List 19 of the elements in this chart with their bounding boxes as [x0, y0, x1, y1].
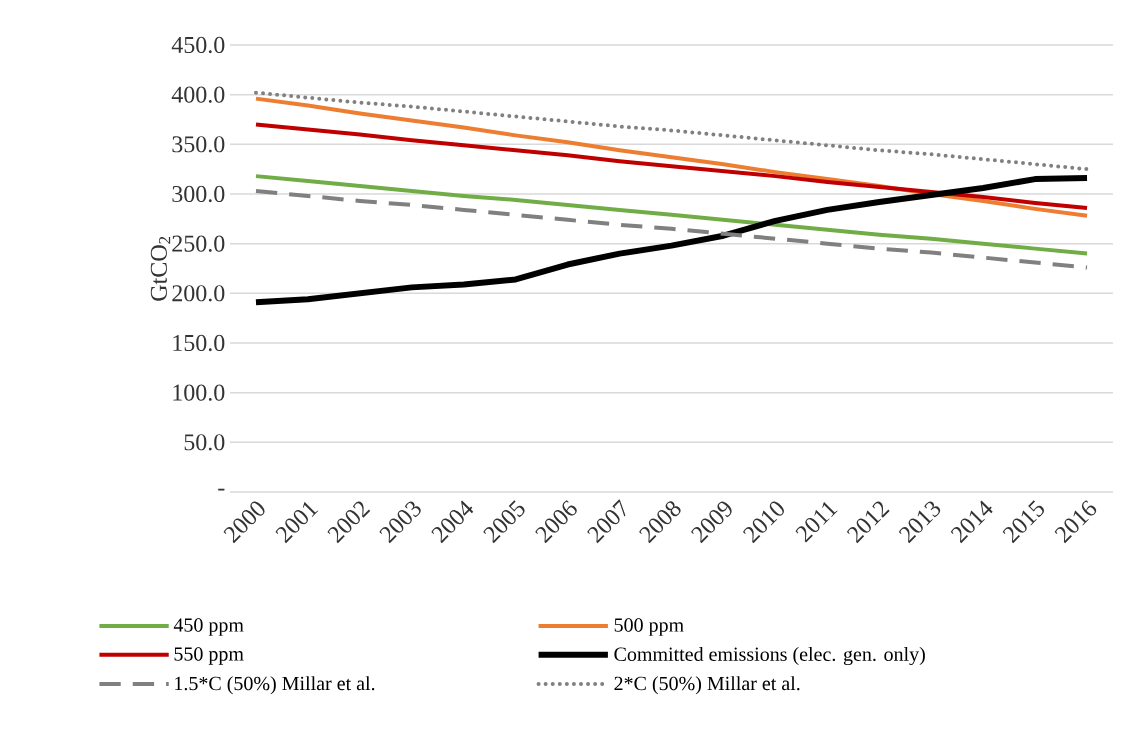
y-tick-label: 300.0	[172, 185, 225, 203]
y-tick-label: 400.0	[171, 86, 225, 103]
legend-label: 450 ppm	[173, 618, 244, 636]
legend-label: 1.5*C (50%) Millar et al.	[175, 676, 375, 695]
x-tick-label: 2011	[795, 502, 838, 543]
legend-label: 2*C (50%) Millar et al.	[614, 676, 800, 695]
y-tick-label: 450.0	[171, 36, 225, 54]
y-tick-label: 100.0	[173, 384, 225, 401]
legend-label: Committed emissions (elec. gen. only)	[614, 646, 925, 666]
y-tick-label: 350.0	[172, 136, 225, 153]
y-tick-label: 50.0	[184, 434, 225, 451]
line-series	[253, 189, 1090, 270]
y-tick-label: 150.0	[173, 334, 225, 352]
y-tick-label: 250.0	[172, 235, 225, 252]
legend-label: 500 ppm	[614, 618, 684, 636]
legend-label: 550 ppm	[174, 647, 244, 665]
y-tick-label: -	[218, 488, 225, 491]
y-axis-title: GtCO$_{2}$	[150, 236, 171, 301]
y-tick-label: 200.0	[172, 285, 225, 302]
